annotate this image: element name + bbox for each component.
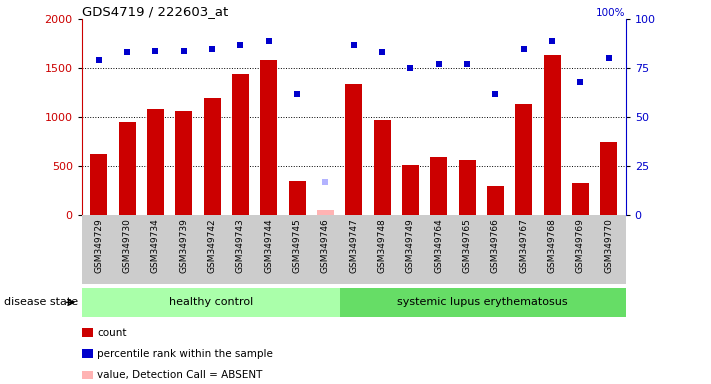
Bar xyxy=(90,154,107,215)
Bar xyxy=(232,74,249,215)
Text: disease state: disease state xyxy=(4,297,77,308)
Text: GDS4719 / 222603_at: GDS4719 / 222603_at xyxy=(82,5,228,18)
Text: GSM349729: GSM349729 xyxy=(95,218,103,273)
Text: GSM349767: GSM349767 xyxy=(519,218,528,273)
Text: GSM349742: GSM349742 xyxy=(208,218,217,273)
Text: GSM349745: GSM349745 xyxy=(292,218,301,273)
Text: GSM349768: GSM349768 xyxy=(547,218,557,273)
Bar xyxy=(317,210,334,215)
Bar xyxy=(373,120,390,215)
Bar xyxy=(203,98,220,215)
Bar xyxy=(543,55,560,215)
Text: GSM349746: GSM349746 xyxy=(321,218,330,273)
Bar xyxy=(572,183,589,215)
Bar xyxy=(119,122,136,215)
Text: 100%: 100% xyxy=(597,8,626,18)
Text: GSM349764: GSM349764 xyxy=(434,218,443,273)
Bar xyxy=(260,60,277,215)
Text: systemic lupus erythematosus: systemic lupus erythematosus xyxy=(397,297,568,308)
Text: GSM349744: GSM349744 xyxy=(264,218,273,273)
Bar xyxy=(402,165,419,215)
FancyBboxPatch shape xyxy=(340,288,626,317)
Bar xyxy=(346,84,362,215)
Bar xyxy=(147,109,164,215)
Text: healthy control: healthy control xyxy=(169,297,253,308)
Text: percentile rank within the sample: percentile rank within the sample xyxy=(97,349,273,359)
Text: GSM349766: GSM349766 xyxy=(491,218,500,273)
Text: GSM349769: GSM349769 xyxy=(576,218,585,273)
Text: GSM349765: GSM349765 xyxy=(463,218,471,273)
Bar xyxy=(487,186,504,215)
Text: GSM349739: GSM349739 xyxy=(179,218,188,273)
Bar xyxy=(289,181,306,215)
Text: GSM349748: GSM349748 xyxy=(378,218,387,273)
Text: value, Detection Call = ABSENT: value, Detection Call = ABSENT xyxy=(97,370,263,380)
Text: GSM349734: GSM349734 xyxy=(151,218,160,273)
Bar xyxy=(600,142,617,215)
Bar xyxy=(175,111,192,215)
Text: GSM349770: GSM349770 xyxy=(604,218,613,273)
Text: GSM349743: GSM349743 xyxy=(236,218,245,273)
Text: count: count xyxy=(97,328,127,338)
FancyBboxPatch shape xyxy=(82,288,340,317)
Text: GSM349730: GSM349730 xyxy=(122,218,132,273)
Bar xyxy=(515,104,533,215)
Bar xyxy=(459,160,476,215)
Text: GSM349749: GSM349749 xyxy=(406,218,415,273)
Bar xyxy=(430,157,447,215)
Text: GSM349747: GSM349747 xyxy=(349,218,358,273)
